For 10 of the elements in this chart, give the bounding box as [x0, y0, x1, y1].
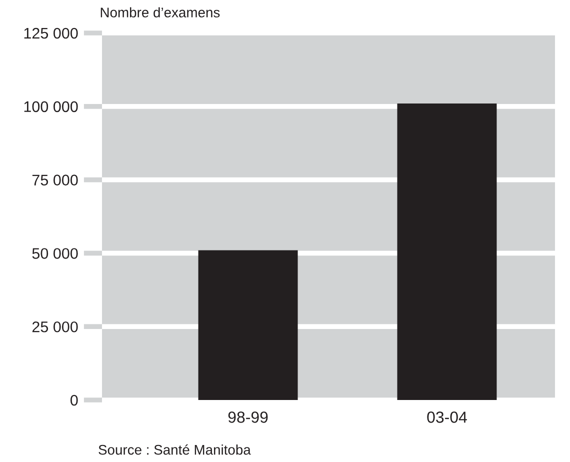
y-tick-label: 75 000: [32, 174, 78, 186]
x-tick-label: 03-04: [427, 412, 467, 423]
y-tick-label: 50 000: [32, 248, 78, 259]
y-axis-title: Nombre d’examens: [100, 7, 220, 18]
y-tick-label: 100 000: [24, 101, 78, 112]
x-tick-label: 98-99: [228, 412, 268, 423]
source-note: Source : Santé Manitoba: [98, 444, 251, 455]
y-tick-label: 0: [70, 394, 78, 406]
y-tick-label: 25 000: [32, 321, 78, 332]
y-tick-label: 125 000: [24, 28, 78, 39]
